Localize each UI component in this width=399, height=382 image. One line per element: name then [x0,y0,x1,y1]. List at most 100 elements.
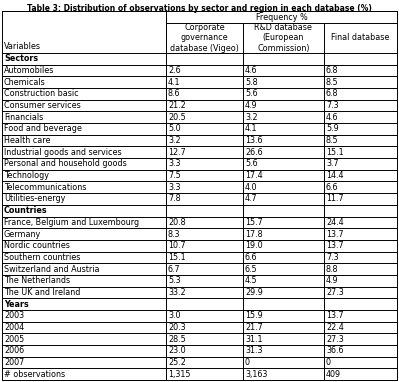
Text: 2003: 2003 [4,311,24,320]
Text: 36.6: 36.6 [326,346,344,355]
Text: 33.2: 33.2 [168,288,186,297]
Text: 20.8: 20.8 [168,218,186,227]
Text: Final database: Final database [331,34,390,42]
Text: Chemicals: Chemicals [4,78,46,87]
Text: 8.6: 8.6 [168,89,180,99]
Text: Industrial goods and services: Industrial goods and services [4,148,122,157]
Text: 8.5: 8.5 [326,136,338,145]
Text: 14.4: 14.4 [326,171,344,180]
Text: 3.3: 3.3 [168,183,180,192]
Text: 7.5: 7.5 [168,171,181,180]
Text: 21.7: 21.7 [245,323,263,332]
Text: # observations: # observations [4,370,65,379]
Text: 29.9: 29.9 [245,288,263,297]
Text: 3.3: 3.3 [168,159,180,168]
Text: 7.8: 7.8 [168,194,181,204]
Text: 4.7: 4.7 [245,194,258,204]
Text: 4.6: 4.6 [326,113,338,122]
Text: 0: 0 [326,358,331,367]
Text: 4.9: 4.9 [326,276,338,285]
Text: 12.7: 12.7 [168,148,186,157]
Text: 19.0: 19.0 [245,241,263,250]
Text: 4.9: 4.9 [245,101,258,110]
Text: 20.3: 20.3 [168,323,186,332]
Text: Utilities-energy: Utilities-energy [4,194,65,204]
Text: 15.1: 15.1 [168,253,186,262]
Text: 5.8: 5.8 [245,78,258,87]
Text: 6.6: 6.6 [245,253,257,262]
Text: Food and beverage: Food and beverage [4,125,82,133]
Text: 2006: 2006 [4,346,24,355]
Text: 13.7: 13.7 [326,311,344,320]
Text: 8.8: 8.8 [326,265,338,274]
Text: 11.7: 11.7 [326,194,344,204]
Text: 20.5: 20.5 [168,113,186,122]
Text: 0: 0 [245,358,250,367]
Text: 31.1: 31.1 [245,335,263,344]
Text: 409: 409 [326,370,341,379]
Text: Automobiles: Automobiles [4,66,54,75]
Text: 5.6: 5.6 [245,159,258,168]
Text: 3.2: 3.2 [168,136,181,145]
Text: 21.2: 21.2 [168,101,186,110]
Text: 4.1: 4.1 [245,125,257,133]
Text: 22.4: 22.4 [326,323,344,332]
Text: 4.1: 4.1 [168,78,180,87]
Text: 8.5: 8.5 [326,78,338,87]
Text: Countries: Countries [4,206,47,215]
Text: Construction basic: Construction basic [4,89,79,99]
Text: Corporate
governance
database (Vigeo): Corporate governance database (Vigeo) [170,23,239,53]
Text: Germany: Germany [4,230,41,238]
Text: Personal and household goods: Personal and household goods [4,159,127,168]
Text: 5.6: 5.6 [245,89,258,99]
Text: Southern countries: Southern countries [4,253,80,262]
Text: Table 3: Distribution of observations by sector and region in each database (%): Table 3: Distribution of observations by… [27,4,372,13]
Text: 2.6: 2.6 [168,66,181,75]
Text: 2004: 2004 [4,323,24,332]
Text: 4.6: 4.6 [245,66,257,75]
Text: Consumer services: Consumer services [4,101,81,110]
Text: 7.3: 7.3 [326,253,338,262]
Text: 6.7: 6.7 [168,265,181,274]
Text: 10.7: 10.7 [168,241,186,250]
Text: The UK and Ireland: The UK and Ireland [4,288,80,297]
Text: R&D database
(European
Commission): R&D database (European Commission) [255,23,312,53]
Text: 3.0: 3.0 [168,311,180,320]
Text: 6.8: 6.8 [326,66,338,75]
Text: 5.3: 5.3 [168,276,181,285]
Text: 6.8: 6.8 [326,89,338,99]
Text: 15.9: 15.9 [245,311,263,320]
Text: France, Belgium and Luxembourg: France, Belgium and Luxembourg [4,218,139,227]
Text: Telecommunications: Telecommunications [4,183,86,192]
Text: 7.3: 7.3 [326,101,338,110]
Text: 6.5: 6.5 [245,265,258,274]
Text: Switzerland and Austria: Switzerland and Austria [4,265,99,274]
Text: 28.5: 28.5 [168,335,186,344]
Text: Health care: Health care [4,136,51,145]
Text: Nordic countries: Nordic countries [4,241,70,250]
Text: 4.0: 4.0 [245,183,257,192]
Text: 17.4: 17.4 [245,171,263,180]
Text: Frequency %: Frequency % [256,13,307,21]
Text: Financials: Financials [4,113,43,122]
Text: 3,163: 3,163 [245,370,267,379]
Text: Technology: Technology [4,171,49,180]
Text: 31.3: 31.3 [245,346,263,355]
Text: 5.0: 5.0 [168,125,181,133]
Text: Variables: Variables [4,42,41,51]
Text: 13.6: 13.6 [245,136,263,145]
Text: Sectors: Sectors [4,54,38,63]
Text: 3.7: 3.7 [326,159,338,168]
Text: 24.4: 24.4 [326,218,344,227]
Text: 15.7: 15.7 [245,218,263,227]
Text: Years: Years [4,299,29,309]
Text: 25.2: 25.2 [168,358,186,367]
Text: 13.7: 13.7 [326,230,344,238]
Text: 27.3: 27.3 [326,288,344,297]
Text: 3.2: 3.2 [245,113,258,122]
Text: 1,315: 1,315 [168,370,190,379]
Text: The Netherlands: The Netherlands [4,276,70,285]
Text: 8.3: 8.3 [168,230,180,238]
Text: 2005: 2005 [4,335,24,344]
Text: 23.0: 23.0 [168,346,186,355]
